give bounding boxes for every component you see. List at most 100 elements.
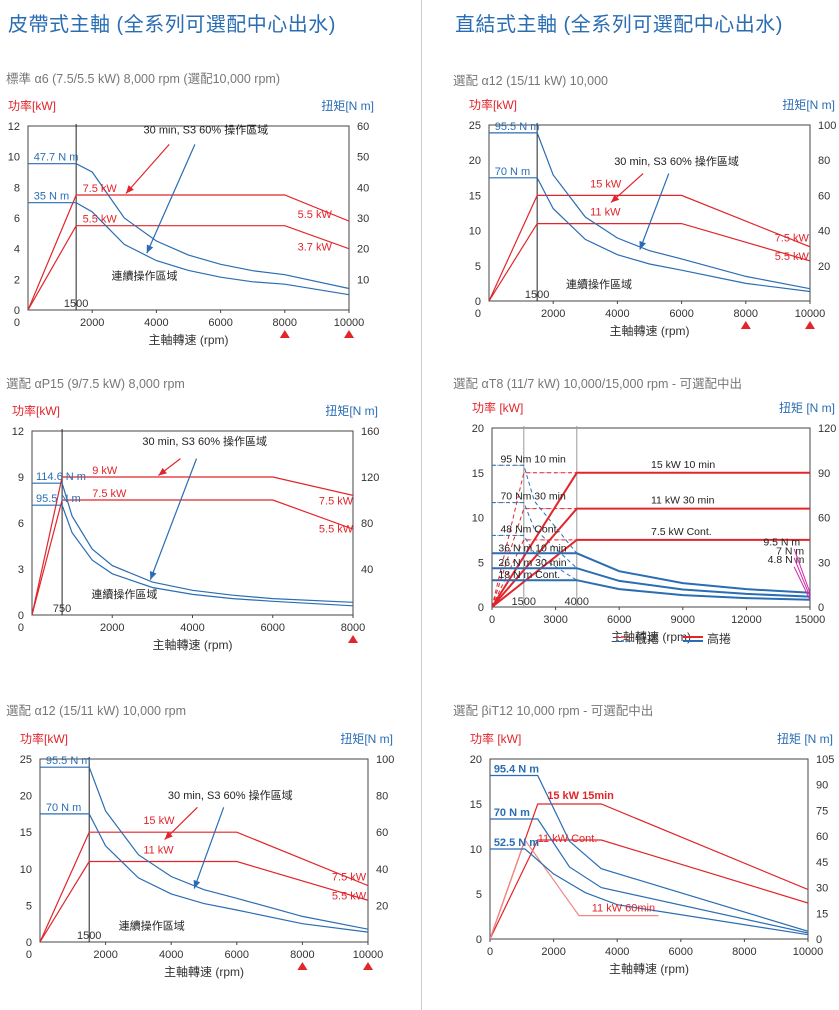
y-tick-label-torque: 45 <box>816 857 828 869</box>
y-tick-label-torque: 40 <box>357 182 369 194</box>
y-tick-label-power: 2 <box>14 274 20 286</box>
y-tick-label-torque: 30 <box>818 557 830 569</box>
data-label: 7.5 kW <box>319 496 354 508</box>
torque-series-line <box>32 482 353 603</box>
speed-marker-triangle <box>348 635 358 643</box>
chart-svg: 功率[kW] 扭矩[N m] 0 5 10 15 20 25 20 40 60 80 100 0 2000 4… <box>469 97 837 338</box>
data-label: 5.5 kW <box>775 251 810 263</box>
y-tick-label-torque: 100 <box>818 120 836 132</box>
chart-title: 選配 αT8 (11/7 kW) 10,000/15,000 rpm - 可選配… <box>453 377 743 391</box>
x-tick-label-origin: 0 <box>26 949 32 961</box>
y-tick-label-power: 0 <box>476 934 482 946</box>
y-axis-label-power: 功率 [kW] <box>472 400 523 415</box>
right-column-heading: 直結式主軸 (全系列可選配中心出水) <box>455 14 783 36</box>
data-label: 52.5 N m <box>494 837 539 849</box>
annotation-arrow-line <box>193 807 225 889</box>
chart-title: 標準 α6 (7.5/5.5 kW) 8,000 rpm (選配10,000 r… <box>6 72 280 86</box>
chart-title: 選配 α12 (15/11 kW) 10,000 <box>453 74 608 88</box>
y-tick-label-power: 25 <box>20 754 32 766</box>
y-tick-label-torque: 20 <box>357 244 369 256</box>
base-speed-label: 1500 <box>512 596 536 608</box>
x-tick-label: 6000 <box>225 949 249 961</box>
y-axis-label-torque: 扭矩[N m] <box>325 404 378 418</box>
torque-series-line <box>490 818 808 934</box>
annotation-arrow-head <box>158 467 167 476</box>
y-tick-label-torque: 80 <box>361 518 373 530</box>
y-tick-label-power: 10 <box>472 513 484 525</box>
power-series-line <box>489 194 810 301</box>
data-label: 70 N m <box>494 807 530 819</box>
torque-series-line <box>28 202 349 296</box>
y-tick-label-power: 20 <box>472 423 484 435</box>
chart-panel-a12-right: 選配 α12 (15/11 kW) 10,000 功率[kW] 扭矩[N m] 0 5… <box>453 70 839 350</box>
y-tick-label-power: 25 <box>469 120 481 132</box>
chart-title: 選配 αP15 (9/7.5 kW) 8,000 rpm <box>6 377 185 391</box>
x-tick-label: 8000 <box>290 949 314 961</box>
y-tick-label-torque: 0 <box>816 934 822 946</box>
plot-frame <box>491 427 811 608</box>
speed-marker-triangle <box>344 330 354 338</box>
legend-label-high: 高捲 <box>707 631 731 646</box>
data-label: 95.4 N m <box>494 763 539 775</box>
annotation-arrow-head <box>639 240 646 250</box>
y-tick-label-power: 3 <box>18 564 24 576</box>
chart-title: 選配 βiT12 10,000 rpm - 可選配中出 <box>453 704 654 718</box>
data-label: 9.5 N m <box>763 536 800 548</box>
y-tick-label-power: 9 <box>18 472 24 484</box>
x-tick-label: 4000 <box>159 949 183 961</box>
base-speed-label: 750 <box>53 603 71 615</box>
annotation-arrow-head <box>193 879 201 889</box>
y-axis-label-torque: 扭矩 [N m] <box>779 401 835 415</box>
power-series-line <box>32 476 353 615</box>
pointer-line <box>793 548 811 593</box>
plot-series <box>489 132 810 301</box>
data-label: 30 min, S3 60% 操作區域 <box>168 788 293 802</box>
y-tick-label-power: 5 <box>476 889 482 901</box>
y-tick-label-torque: 75 <box>816 805 828 817</box>
x-tick-label: 2000 <box>541 946 565 958</box>
power-series-line <box>32 499 353 615</box>
speed-marker-triangle <box>297 962 308 970</box>
plot-frame <box>27 125 350 311</box>
x-tick-label: 6000 <box>261 622 285 634</box>
y-tick-label-power: 12 <box>8 121 20 133</box>
y-tick-label-torque: 100 <box>376 754 394 766</box>
torque-series-line <box>490 774 808 932</box>
y-tick-label-torque: 120 <box>818 423 836 435</box>
base-speed-label: 1500 <box>525 289 549 301</box>
data-label: 7 N m <box>776 545 804 557</box>
legend-label-low: 低捲 <box>635 632 659 646</box>
base-speed-label: 1500 <box>64 298 88 310</box>
data-label: 7.5 kW <box>83 183 118 195</box>
power-series-line <box>490 803 808 939</box>
data-label: 7.5 kW <box>92 488 127 500</box>
torque-series-line <box>492 552 810 594</box>
y-tick-label-torque: 105 <box>816 754 834 766</box>
x-tick-label: 6000 <box>669 946 693 958</box>
data-label: 11 kW 30 min <box>651 495 715 507</box>
x-tick-label: 15000 <box>795 614 826 626</box>
data-label: 95.5 N m <box>46 755 91 767</box>
power-low-series-line <box>492 539 577 607</box>
chart-svg: 功率[kW] 扭矩[N m] 0 2 4 6 8 10 12 10 20 30 40 50 60 0 2000 4… <box>8 98 374 347</box>
x-tick-label-origin: 0 <box>14 317 20 329</box>
x-tick-label: 0 <box>487 946 493 958</box>
y-tick-label-power: 15 <box>470 799 482 811</box>
data-label: 11 kW Cont. <box>538 833 598 845</box>
x-tick-label: 8000 <box>734 308 758 320</box>
power-series-line <box>492 507 810 607</box>
data-label: 5.5 kW <box>83 214 118 226</box>
x-axis-label: 主軸轉速 (rpm) <box>610 324 690 338</box>
y-tick-label-torque: 50 <box>357 152 369 164</box>
x-tick-label: 8000 <box>273 317 297 329</box>
data-label: 95.5 N m <box>495 121 540 133</box>
data-label: 70 Nm 30 min <box>500 491 566 503</box>
torque-series-line <box>489 132 810 290</box>
chart-panel-ap15: 選配 αP15 (9/7.5 kW) 8,000 rpm 功率[kW] 扭矩[N … <box>6 373 416 658</box>
annotation-arrow-line <box>146 144 196 254</box>
y-tick-label-torque: 90 <box>816 780 828 792</box>
base-speed-2-label: 4000 <box>565 596 589 608</box>
x-tick-label-origin: 0 <box>475 308 481 320</box>
y-tick-label-power: 6 <box>18 518 24 530</box>
y-axis-label-torque: 扭矩[N m] <box>321 99 374 113</box>
